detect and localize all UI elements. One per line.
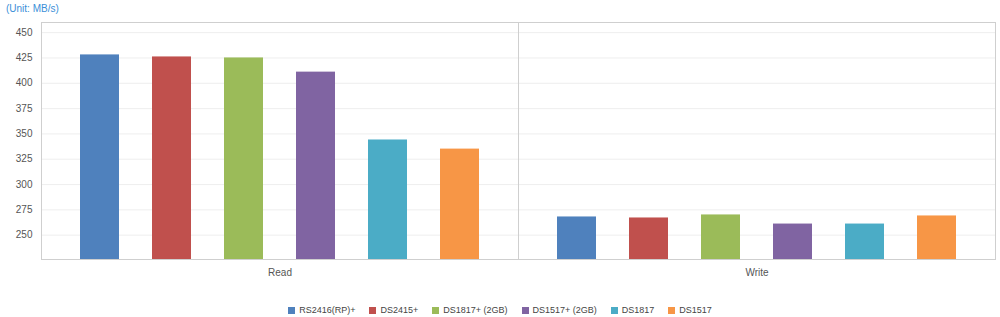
svg-text:325: 325 xyxy=(16,153,33,164)
svg-text:Write: Write xyxy=(745,267,769,278)
svg-text:275: 275 xyxy=(16,204,33,215)
svg-text:350: 350 xyxy=(16,128,33,139)
svg-text:Read: Read xyxy=(268,267,292,278)
svg-text:450: 450 xyxy=(16,27,33,38)
html-text:DS1517+ (2GB): DS1517+ (2GB) xyxy=(532,305,597,315)
html-text:(Unit: MB/s): (Unit: MB/s) xyxy=(6,3,59,14)
html-text:DS1817: DS1817 xyxy=(621,305,655,315)
html-text:DS1517: DS1517 xyxy=(679,305,712,315)
html-text:RS2416(RP)+: RS2416(RP)+ xyxy=(299,305,356,315)
svg-text:425: 425 xyxy=(16,52,33,63)
svg-text:300: 300 xyxy=(16,179,33,190)
svg-text:400: 400 xyxy=(16,77,33,88)
html-text:DS1817+ (2GB): DS1817+ (2GB) xyxy=(443,305,508,315)
svg-text:250: 250 xyxy=(16,229,33,240)
svg-text:375: 375 xyxy=(16,103,33,114)
html-text:DS2415+: DS2415+ xyxy=(380,305,419,315)
